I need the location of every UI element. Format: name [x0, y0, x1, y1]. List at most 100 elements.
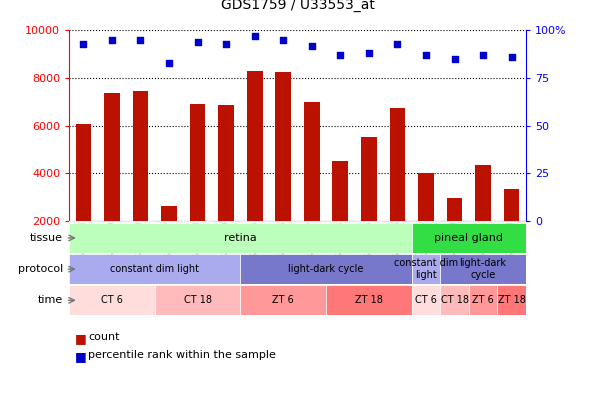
- Bar: [76, 124, 91, 221]
- Point: [478, 52, 488, 58]
- Text: light-dark
cycle: light-dark cycle: [460, 258, 507, 280]
- Bar: [326, 285, 412, 315]
- Bar: [212, 221, 240, 222]
- Bar: [361, 137, 377, 221]
- Point: [392, 40, 402, 47]
- Text: ZT 6: ZT 6: [472, 295, 494, 305]
- Text: GSM53340: GSM53340: [450, 221, 459, 262]
- Bar: [412, 285, 440, 315]
- Bar: [304, 102, 320, 221]
- Bar: [161, 207, 177, 221]
- Text: tissue: tissue: [30, 233, 63, 243]
- Text: GSM53338: GSM53338: [193, 221, 202, 262]
- Bar: [498, 221, 526, 222]
- Bar: [69, 285, 155, 315]
- Text: GSM53327: GSM53327: [307, 221, 316, 262]
- Point: [136, 37, 145, 43]
- Text: GSM53332: GSM53332: [421, 221, 430, 262]
- Text: light-dark cycle: light-dark cycle: [288, 264, 364, 274]
- Bar: [389, 108, 405, 221]
- Text: constant dim light: constant dim light: [110, 264, 200, 274]
- Bar: [104, 94, 120, 221]
- Text: GSM53329: GSM53329: [108, 221, 117, 262]
- Point: [107, 37, 117, 43]
- Bar: [469, 285, 498, 315]
- Text: GSM53325: GSM53325: [250, 221, 259, 262]
- Text: GSM53330: GSM53330: [136, 221, 145, 262]
- Point: [307, 43, 317, 49]
- Text: GSM53336: GSM53336: [393, 221, 402, 262]
- Text: constant dim
light: constant dim light: [394, 258, 458, 280]
- Bar: [504, 189, 519, 221]
- Bar: [269, 221, 297, 222]
- Bar: [440, 221, 469, 222]
- Text: GSM53328: GSM53328: [79, 221, 88, 262]
- Bar: [440, 254, 526, 284]
- Text: CT 6: CT 6: [415, 295, 437, 305]
- Bar: [332, 161, 348, 221]
- Bar: [418, 173, 434, 221]
- Bar: [69, 223, 412, 253]
- Bar: [155, 285, 240, 315]
- Bar: [475, 165, 491, 221]
- Point: [193, 38, 203, 45]
- Point: [364, 50, 374, 56]
- Text: ZT 6: ZT 6: [272, 295, 294, 305]
- Text: pineal gland: pineal gland: [435, 233, 503, 243]
- Bar: [69, 221, 97, 222]
- Bar: [412, 223, 526, 253]
- Text: ZT 18: ZT 18: [498, 295, 525, 305]
- Point: [79, 40, 88, 47]
- Bar: [412, 221, 440, 222]
- Bar: [326, 221, 355, 222]
- Bar: [275, 72, 291, 221]
- Bar: [447, 198, 462, 221]
- Text: time: time: [38, 295, 63, 305]
- Point: [450, 56, 459, 62]
- Point: [164, 60, 174, 66]
- Text: CT 18: CT 18: [441, 295, 469, 305]
- Text: GSM53335: GSM53335: [364, 221, 373, 262]
- Text: count: count: [88, 332, 120, 342]
- Text: protocol: protocol: [18, 264, 63, 274]
- Bar: [247, 71, 263, 221]
- Point: [335, 52, 345, 58]
- Text: CT 18: CT 18: [183, 295, 212, 305]
- Bar: [469, 221, 498, 222]
- Bar: [98, 221, 126, 222]
- Text: ■: ■: [75, 350, 87, 363]
- Text: GSM53334: GSM53334: [336, 221, 345, 262]
- Point: [278, 37, 288, 43]
- Bar: [240, 221, 269, 222]
- Bar: [126, 221, 155, 222]
- Bar: [297, 221, 326, 222]
- Text: GSM53331: GSM53331: [478, 221, 487, 262]
- Bar: [69, 254, 240, 284]
- Bar: [412, 254, 440, 284]
- Point: [250, 33, 260, 39]
- Bar: [240, 254, 412, 284]
- Bar: [190, 104, 206, 221]
- Point: [507, 54, 516, 60]
- Bar: [183, 221, 212, 222]
- Text: retina: retina: [224, 233, 257, 243]
- Text: GSM53333: GSM53333: [507, 221, 516, 262]
- Bar: [440, 285, 469, 315]
- Point: [421, 52, 431, 58]
- Bar: [383, 221, 412, 222]
- Text: GDS1759 / U33553_at: GDS1759 / U33553_at: [221, 0, 374, 12]
- Text: ■: ■: [75, 332, 87, 345]
- Text: ZT 18: ZT 18: [355, 295, 383, 305]
- Bar: [240, 285, 326, 315]
- Bar: [155, 221, 183, 222]
- Bar: [218, 105, 234, 221]
- Text: CT 6: CT 6: [101, 295, 123, 305]
- Text: GSM53326: GSM53326: [279, 221, 288, 262]
- Bar: [498, 285, 526, 315]
- Text: percentile rank within the sample: percentile rank within the sample: [88, 350, 276, 360]
- Point: [221, 40, 231, 47]
- Bar: [133, 91, 148, 221]
- Text: GSM53337: GSM53337: [165, 221, 174, 262]
- Text: GSM53339: GSM53339: [222, 221, 231, 262]
- Bar: [355, 221, 383, 222]
